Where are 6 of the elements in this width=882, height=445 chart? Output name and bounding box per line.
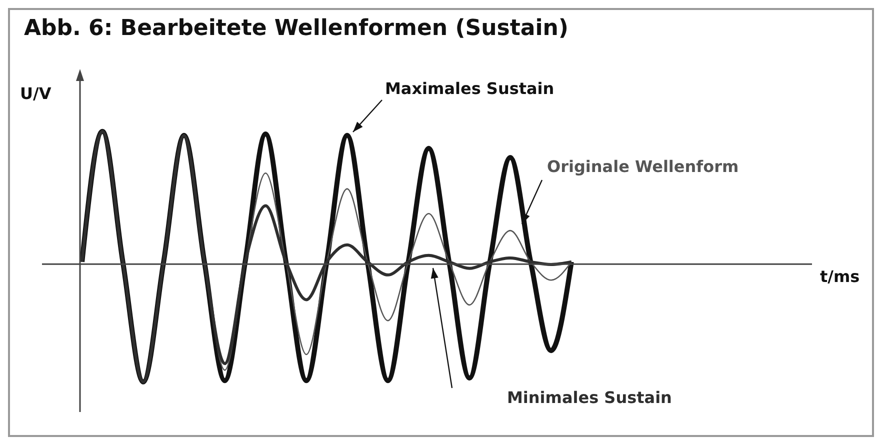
x-axis-title: t/ms [820, 267, 860, 286]
text: Maximales Sustain [385, 79, 554, 98]
chart-title: Abb. 6: Bearbeitete Wellenformen (Sustain) [24, 16, 568, 41]
text: Originale Wellenform [547, 157, 739, 176]
text: Minimales Sustain [507, 388, 672, 407]
y-axis-title: U/V [20, 84, 52, 103]
